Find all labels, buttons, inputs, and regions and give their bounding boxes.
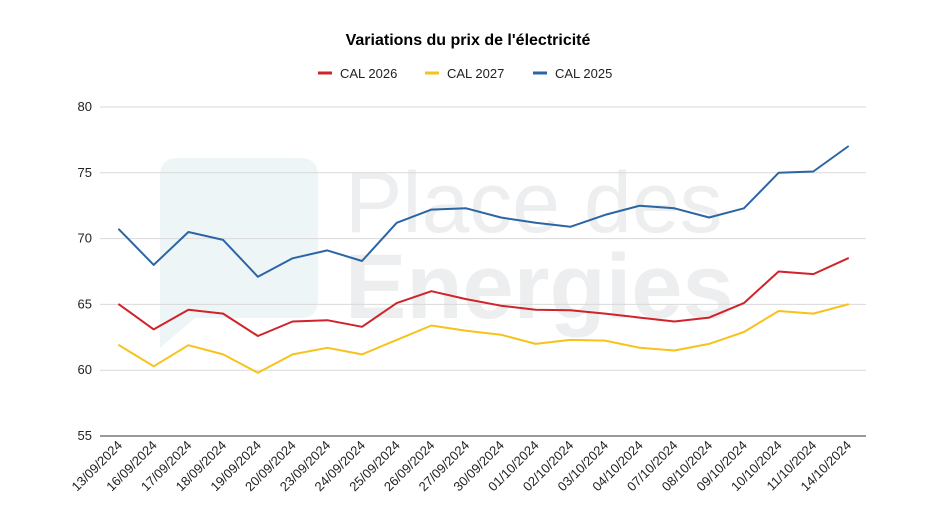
- y-tick-label: 75: [78, 165, 92, 180]
- legend-item: CAL 2025: [533, 66, 612, 81]
- watermark-line1: Place des: [345, 155, 723, 251]
- y-tick-label: 55: [78, 428, 92, 443]
- legend-label: CAL 2025: [555, 66, 612, 81]
- series-line: [118, 303, 849, 374]
- chart-title: Variations du prix de l'électricité: [346, 32, 591, 49]
- y-tick-label: 80: [78, 99, 92, 114]
- series-line: [118, 145, 849, 278]
- legend-label: CAL 2027: [447, 66, 504, 81]
- watermark: Place des Energies: [160, 155, 734, 348]
- x-axis-ticks: 13/09/202416/09/202417/09/202418/09/2024…: [68, 438, 854, 495]
- watermark-logo-icon: [160, 158, 318, 348]
- y-axis-ticks: 55 60 65 70 75 80: [78, 99, 92, 443]
- y-tick-label: 70: [78, 231, 92, 246]
- legend-item: CAL 2027: [425, 66, 504, 81]
- chart-legend: CAL 2026 CAL 2027 CAL 2025: [318, 66, 612, 81]
- legend-label: CAL 2026: [340, 66, 397, 81]
- y-tick-label: 60: [78, 362, 92, 377]
- series-lines: [118, 145, 849, 374]
- legend-item: CAL 2026: [318, 66, 397, 81]
- y-tick-label: 65: [78, 296, 92, 311]
- watermark-line2: Energies: [345, 236, 734, 338]
- series-line: [118, 257, 849, 337]
